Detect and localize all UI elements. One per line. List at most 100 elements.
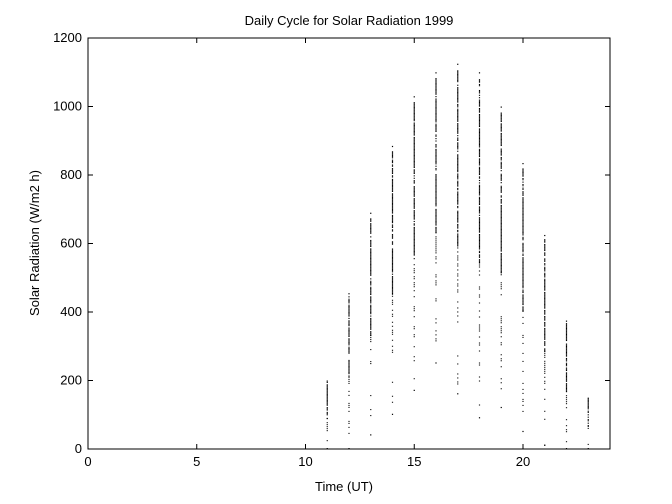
data-point [457, 124, 459, 126]
data-point [565, 324, 568, 326]
data-point [326, 398, 328, 400]
data-point [478, 233, 481, 236]
data-point [500, 221, 502, 223]
data-point [348, 367, 350, 369]
data-point [435, 127, 437, 129]
data-point [413, 244, 415, 247]
data-point-min [370, 434, 372, 436]
data-point [478, 115, 481, 117]
data-point [457, 255, 459, 257]
data-point-min [544, 444, 546, 446]
data-point [413, 154, 415, 157]
data-point [326, 418, 328, 420]
data-point [370, 225, 372, 227]
data-point [500, 164, 502, 166]
data-point [435, 154, 437, 156]
data-point [435, 192, 437, 194]
data-point [435, 144, 437, 146]
data-point [391, 214, 394, 216]
data-point [457, 101, 459, 103]
data-point [478, 171, 481, 173]
data-point [565, 338, 568, 340]
data-point [500, 177, 502, 179]
data-point-min [413, 389, 415, 391]
data-point [500, 120, 502, 123]
data-point [544, 325, 546, 327]
data-point [457, 381, 459, 383]
data-point [478, 185, 481, 188]
data-point [370, 278, 372, 280]
data-point [370, 283, 372, 285]
data-point [500, 234, 502, 237]
data-point [348, 373, 350, 375]
data-point [391, 235, 394, 237]
data-point [544, 360, 546, 362]
data-point [348, 349, 350, 351]
data-point [478, 224, 481, 226]
data-point [478, 207, 481, 209]
data-point [522, 291, 524, 294]
data-point-max [565, 320, 568, 322]
data-point [391, 282, 394, 284]
data-point [413, 102, 415, 104]
data-point [457, 315, 459, 317]
data-point [348, 402, 350, 404]
data-point [370, 341, 372, 343]
data-point [413, 145, 415, 147]
data-point [478, 111, 481, 113]
data-point [522, 270, 524, 272]
data-point [522, 234, 524, 236]
data-point [457, 76, 459, 78]
data-point [457, 237, 459, 239]
data-point [522, 273, 524, 276]
data-point [522, 297, 524, 300]
data-point [457, 111, 459, 113]
data-point [435, 262, 437, 264]
data-point [565, 348, 568, 350]
data-point [391, 241, 394, 243]
data-point [413, 151, 415, 153]
data-point [544, 313, 546, 315]
data-point [478, 288, 481, 290]
x-tick-label: 10 [298, 454, 312, 469]
data-point [544, 301, 546, 303]
data-point [457, 244, 459, 246]
data-point [478, 124, 481, 126]
data-point [413, 126, 415, 128]
data-point [435, 148, 437, 150]
data-point [413, 157, 415, 159]
data-point [413, 249, 415, 251]
data-point [391, 249, 394, 251]
data-point [457, 234, 459, 236]
data-point [457, 159, 459, 161]
data-point [500, 140, 502, 142]
data-point [457, 97, 459, 99]
data-point [435, 242, 437, 244]
data-point [435, 158, 437, 160]
data-point [478, 148, 481, 150]
data-point [435, 211, 437, 213]
data-point [522, 183, 524, 186]
data-point [500, 213, 502, 215]
data-point [565, 389, 568, 391]
data-point [413, 180, 415, 182]
data-point [544, 368, 546, 370]
data-point [522, 194, 524, 196]
data-point [391, 224, 394, 226]
data-point [522, 342, 524, 344]
data-point [478, 81, 481, 83]
data-point [435, 140, 437, 142]
data-point [500, 165, 502, 167]
data-point [565, 369, 568, 372]
data-point [522, 301, 524, 303]
data-point [522, 209, 524, 211]
data-point [500, 336, 502, 338]
data-point [413, 159, 415, 161]
data-point [500, 148, 502, 150]
data-point [478, 105, 481, 107]
data-point [544, 336, 546, 338]
data-point [500, 261, 502, 263]
data-point [370, 251, 372, 254]
data-point [413, 231, 415, 233]
data-point [413, 136, 415, 139]
